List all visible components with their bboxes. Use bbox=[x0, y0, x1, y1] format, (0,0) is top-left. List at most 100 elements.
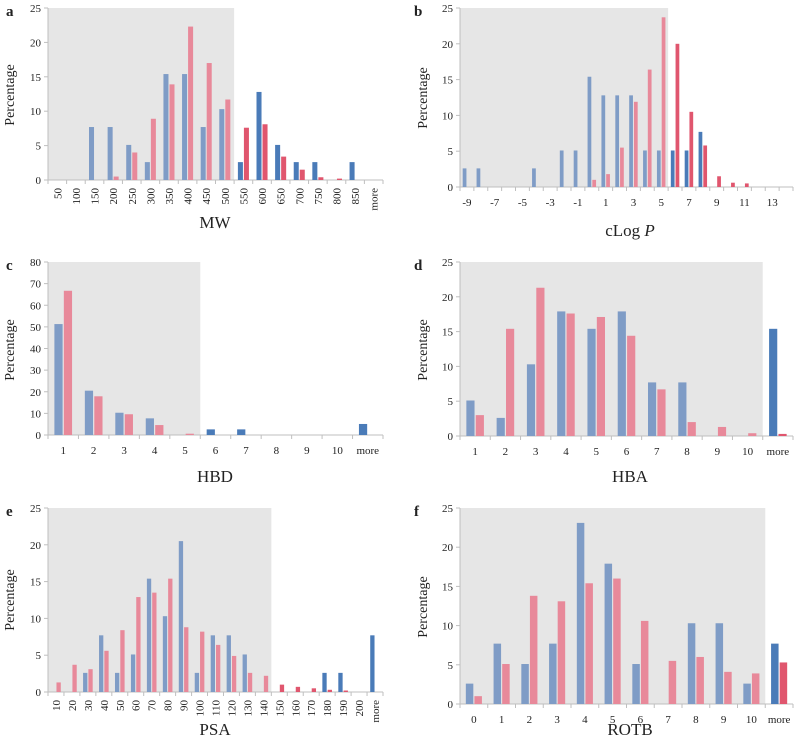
bar-b-more bbox=[779, 662, 788, 704]
bar-a-0 bbox=[587, 76, 592, 187]
bar-a-350 bbox=[163, 74, 169, 180]
y-axis-label: Percentage bbox=[3, 569, 18, 630]
bar-a-60 bbox=[130, 654, 136, 692]
x-axis-label: ROTB bbox=[607, 720, 652, 739]
bar-b-150 bbox=[279, 684, 285, 692]
bar-a-30 bbox=[83, 672, 88, 692]
bar-a-150 bbox=[89, 127, 95, 180]
bar-b-2 bbox=[506, 328, 515, 436]
bar-b-60 bbox=[136, 597, 141, 692]
y-tick-label: 20 bbox=[30, 540, 42, 552]
panel-letter: c bbox=[6, 258, 13, 274]
bar-b-7 bbox=[668, 660, 677, 704]
x-tick-label: 850 bbox=[350, 188, 362, 205]
y-tick-label: 30 bbox=[30, 365, 42, 377]
bar-a-4 bbox=[576, 522, 585, 704]
bar-b-600 bbox=[262, 124, 268, 180]
y-tick-label: 0 bbox=[448, 699, 454, 711]
bar-a-2 bbox=[496, 417, 505, 436]
y-tick-label: 5 bbox=[448, 396, 454, 408]
x-tick-label: 1 bbox=[60, 445, 66, 457]
bar-b-10 bbox=[751, 673, 760, 704]
x-tick-label: 7 bbox=[654, 446, 660, 458]
x-tick-label: 250 bbox=[127, 188, 139, 205]
bar-a-3 bbox=[629, 95, 633, 187]
panel-f: 0 5 10 15 20 25 0 1 2 3 4 5 6 7 8 9 10 more f Percentage ROT… bbox=[414, 503, 794, 739]
x-tick-label: 8 bbox=[684, 446, 690, 458]
y-tick-label: 10 bbox=[30, 106, 42, 118]
x-tick-label: 4 bbox=[582, 714, 588, 726]
bar-b-5 bbox=[613, 578, 621, 704]
y-tick-label: 25 bbox=[30, 503, 42, 515]
bar-a-6 bbox=[670, 150, 675, 187]
y-axis-label: Percentage bbox=[3, 319, 18, 380]
shaded-region bbox=[48, 508, 272, 692]
bar-a-850 bbox=[349, 162, 355, 180]
y-tick-label: 15 bbox=[30, 577, 42, 589]
x-tick-label: 200 bbox=[354, 700, 366, 717]
bar-a--2 bbox=[559, 150, 564, 187]
x-tick-label: 1 bbox=[499, 714, 505, 726]
bar-b-9 bbox=[724, 671, 732, 704]
bar-a-5 bbox=[656, 150, 661, 187]
bar-a-3 bbox=[549, 643, 557, 704]
x-tick-label: 180 bbox=[322, 700, 334, 717]
y-tick-label: 20 bbox=[30, 387, 42, 399]
bar-b-50 bbox=[120, 630, 125, 692]
x-tick-label: 40 bbox=[99, 700, 111, 712]
x-tick-label: more bbox=[369, 188, 381, 211]
bar-a-7 bbox=[684, 150, 689, 187]
x-tick-label: 2 bbox=[527, 714, 533, 726]
x-tick-label: 400 bbox=[183, 188, 195, 205]
bar-a-0 bbox=[465, 683, 474, 704]
y-tick-label: 15 bbox=[442, 581, 454, 593]
y-axis-label: Percentage bbox=[416, 67, 431, 128]
x-tick-label: -9 bbox=[462, 197, 472, 209]
y-tick-label: 70 bbox=[30, 279, 42, 291]
x-tick-label: 4 bbox=[563, 446, 569, 458]
bar-a-9 bbox=[715, 623, 724, 704]
x-tick-label: 350 bbox=[164, 188, 176, 205]
bar-b-4 bbox=[647, 69, 652, 187]
x-tick-label: 2 bbox=[91, 445, 97, 457]
x-tick-label: 100 bbox=[71, 188, 83, 205]
x-tick-label: 7 bbox=[686, 197, 692, 209]
bar-b-550 bbox=[243, 127, 249, 180]
panel-a: 0 5 10 15 20 25 50 100 150 200 250 300 350 400 450 500 5… bbox=[3, 3, 384, 232]
bar-a-5 bbox=[587, 328, 596, 436]
x-tick-label: 30 bbox=[83, 700, 95, 712]
bar-a-180 bbox=[322, 672, 327, 692]
bar-a-700 bbox=[293, 162, 299, 180]
x-tick-label: 160 bbox=[290, 700, 302, 717]
x-tick-label: 1 bbox=[603, 197, 609, 209]
bar-a-400 bbox=[182, 74, 188, 180]
bar-a--9 bbox=[462, 168, 467, 187]
x-tick-label: 4 bbox=[152, 445, 158, 457]
y-tick-label: 0 bbox=[36, 687, 42, 699]
x-tick-label: 700 bbox=[294, 188, 306, 205]
bar-b-30 bbox=[88, 669, 93, 692]
bar-a-1 bbox=[466, 400, 475, 436]
x-tick-label: 500 bbox=[220, 188, 232, 205]
x-tick-label: 750 bbox=[313, 188, 325, 205]
x-tick-label: 800 bbox=[331, 188, 343, 205]
y-tick-label: 20 bbox=[442, 292, 454, 304]
y-tick-label: 25 bbox=[442, 257, 454, 269]
y-tick-label: 5 bbox=[448, 146, 454, 158]
x-tick-label: 3 bbox=[631, 197, 637, 209]
bar-b-400 bbox=[188, 26, 194, 180]
bar-b-4 bbox=[566, 313, 575, 436]
bar-b-3 bbox=[633, 101, 638, 187]
bar-b-8 bbox=[687, 422, 696, 436]
bar-b-120 bbox=[231, 655, 237, 692]
bar-a-40 bbox=[99, 635, 104, 692]
x-tick-label: 0 bbox=[471, 714, 477, 726]
panel-letter: a bbox=[6, 4, 14, 20]
shaded-region bbox=[460, 508, 766, 704]
bar-b-20 bbox=[72, 664, 77, 692]
bar-b-80 bbox=[168, 578, 173, 692]
bar-b-5 bbox=[185, 433, 194, 435]
bar-b-10 bbox=[748, 433, 757, 436]
bar-b-180 bbox=[327, 689, 332, 692]
